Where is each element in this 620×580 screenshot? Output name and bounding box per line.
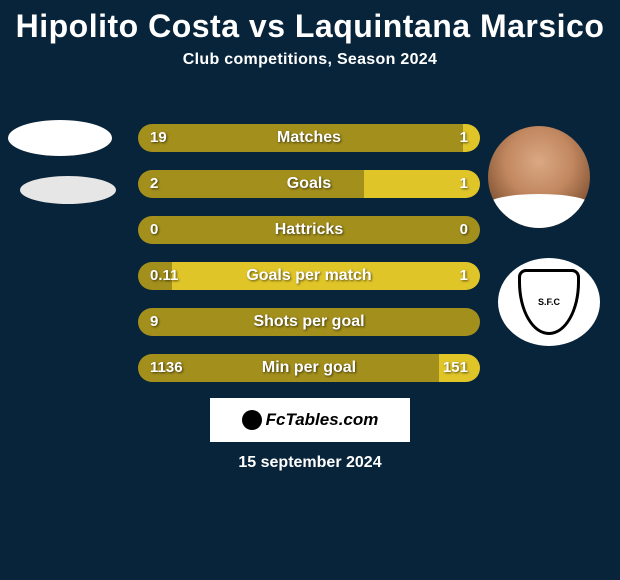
club-right-logo: S.F.C	[498, 258, 600, 346]
stat-row: Min per goal1136151	[138, 354, 480, 382]
fctables-icon	[242, 410, 262, 430]
stat-bar-right	[172, 262, 480, 290]
date-label: 15 september 2024	[0, 454, 620, 472]
stat-bar-right	[463, 124, 480, 152]
subtitle: Club competitions, Season 2024	[0, 51, 620, 97]
stat-row: Goals21	[138, 170, 480, 198]
stat-bar-left	[138, 262, 172, 290]
stat-bar-left	[138, 216, 480, 244]
stats-bars: Matches191 Goals21 Hattricks00 Goals per ma…	[138, 124, 480, 400]
player-left-logo	[20, 176, 116, 204]
stat-row: Shots per goal9	[138, 308, 480, 336]
stat-row: Hattricks00	[138, 216, 480, 244]
stat-bar-left	[138, 170, 364, 198]
stat-row: Goals per match0.111	[138, 262, 480, 290]
player-left-avatar	[8, 120, 112, 156]
club-right-logo-text: S.F.C	[518, 269, 580, 335]
player-right-avatar	[488, 126, 590, 228]
branding-label: FcTables.com	[266, 410, 379, 430]
stat-bar-left	[138, 308, 480, 336]
page-title: Hipolito Costa vs Laquintana Marsico	[0, 0, 620, 51]
branding-panel[interactable]: FcTables.com	[210, 398, 410, 442]
stat-bar-left	[138, 124, 463, 152]
stat-row: Matches191	[138, 124, 480, 152]
stat-bar-right	[364, 170, 480, 198]
stat-bar-left	[138, 354, 439, 382]
stat-bar-right	[439, 354, 480, 382]
